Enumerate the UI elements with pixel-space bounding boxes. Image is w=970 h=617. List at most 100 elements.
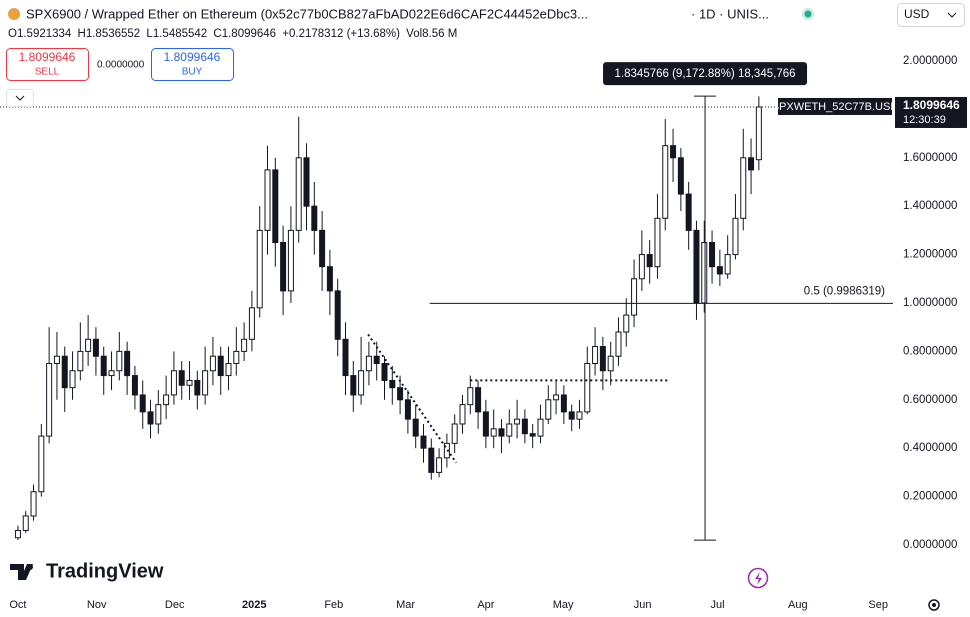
x-tick-label: Aug xyxy=(788,599,808,611)
candle-body xyxy=(451,423,458,444)
candle-body xyxy=(553,394,560,401)
measure-tooltip xyxy=(603,62,808,86)
y-tick-label: 1.0000000 xyxy=(903,297,957,309)
candle-body xyxy=(217,355,224,377)
candle-body xyxy=(514,418,521,425)
sell-button[interactable] xyxy=(6,48,89,81)
x-tick-label: Dec xyxy=(165,599,185,611)
candle-body xyxy=(186,379,193,386)
candle-body xyxy=(740,157,747,219)
spread: 0.0000000 xyxy=(97,60,145,71)
candle-body xyxy=(693,229,700,304)
price-tag-label: 1.8099646 xyxy=(903,98,960,112)
candle-body xyxy=(467,387,474,406)
logo-text: TradingView xyxy=(46,560,164,582)
candle-body xyxy=(537,418,544,437)
candle-body xyxy=(646,254,653,268)
measure-label: 1.8345766 (9,172.88%) 18,345,766 xyxy=(615,68,796,80)
symbol-title[interactable]: SPX6900 / Wrapped Ether on Ethereum (0x5… xyxy=(26,6,588,21)
candle-body xyxy=(131,375,138,396)
candle-body xyxy=(490,428,497,437)
candle-body xyxy=(459,404,466,425)
candle-body xyxy=(412,418,419,437)
o-value: 1.5921334 xyxy=(17,28,72,40)
candle-body xyxy=(256,229,263,309)
axes: 0.0000000 0.2000000 0.4000000 0.6000000 0.80… xyxy=(9,55,967,611)
candle-body xyxy=(155,404,162,425)
c-label: C xyxy=(213,28,221,40)
candle-body xyxy=(163,394,170,406)
candle-body xyxy=(248,307,255,340)
settings-center xyxy=(932,603,936,607)
candle-body xyxy=(599,346,606,372)
y-tick-label: 0.2000000 xyxy=(903,491,957,503)
buy-price[interactable]: 1.8099646 xyxy=(164,50,221,64)
candle-body xyxy=(724,254,731,275)
candle-body xyxy=(373,355,380,364)
settings-icon[interactable] xyxy=(928,599,940,611)
vol-value: 8.56 M xyxy=(422,28,457,40)
plot-area xyxy=(0,95,893,541)
candle-body xyxy=(22,515,29,531)
candle-body xyxy=(397,387,404,401)
vol-label: Vol xyxy=(406,28,422,40)
sell-label[interactable]: SELL xyxy=(35,67,60,78)
candle-body xyxy=(92,338,99,357)
l-value: 1.5485542 xyxy=(153,28,207,40)
x-tick-label: Jul xyxy=(710,599,724,611)
y-tick-label: 0.8000000 xyxy=(903,345,957,357)
candle-body xyxy=(319,229,326,268)
candle-body xyxy=(272,169,279,243)
candle-body xyxy=(108,370,115,377)
symbol-icon xyxy=(8,8,20,20)
sell-price[interactable]: 1.8099646 xyxy=(19,50,76,64)
candle-body xyxy=(358,370,365,396)
candle-body xyxy=(38,435,45,493)
y-tick-label: 1.4000000 xyxy=(903,200,957,212)
x-tick-label: Oct xyxy=(9,599,26,611)
c-value: 1.8099646 xyxy=(222,28,276,40)
candle-body xyxy=(755,106,762,161)
candle-body xyxy=(139,394,146,413)
candle-body xyxy=(631,278,638,316)
candle-body xyxy=(498,428,505,437)
candle-body xyxy=(53,355,60,364)
y-tick-label: 2.0000000 xyxy=(903,55,957,67)
candle-body xyxy=(225,362,232,377)
candle-body xyxy=(342,338,349,377)
candle-body xyxy=(685,193,692,231)
candle-body xyxy=(295,157,302,231)
collapse-button[interactable] xyxy=(6,89,34,107)
candle-body xyxy=(194,379,201,396)
candle-body xyxy=(334,290,341,340)
candle-body xyxy=(264,169,271,231)
candle-body xyxy=(428,447,435,473)
currency-select[interactable] xyxy=(897,3,965,27)
candle-body xyxy=(61,355,68,389)
candle-body xyxy=(381,362,388,381)
interval[interactable]: · 1D · UNIS... xyxy=(691,6,769,21)
change: +0.2178312 (+13.68%) xyxy=(282,28,400,40)
x-tick-label: Jun xyxy=(634,599,652,611)
candle-body xyxy=(615,331,622,357)
candle-body xyxy=(46,362,53,437)
candle-body xyxy=(287,229,294,292)
h-value: 1.8536552 xyxy=(86,28,140,40)
candle-body xyxy=(326,266,333,292)
x-tick-label: Nov xyxy=(87,599,107,611)
candle-body xyxy=(389,379,396,389)
x-tick-label: 2025 xyxy=(242,599,266,611)
candle-body xyxy=(147,411,154,425)
price-tag xyxy=(895,96,967,128)
x-tick-label: Mar xyxy=(396,599,415,611)
candle-body xyxy=(30,491,37,517)
currency[interactable]: USD xyxy=(904,7,930,21)
y-tick-label: 0.6000000 xyxy=(903,394,957,406)
buy-button[interactable] xyxy=(151,48,234,81)
candle-body xyxy=(85,338,92,352)
candle-body xyxy=(732,217,739,256)
candle-body xyxy=(14,529,21,539)
buy-label[interactable]: BUY xyxy=(182,67,203,78)
candle-body xyxy=(69,370,76,389)
candle-body xyxy=(638,254,645,280)
